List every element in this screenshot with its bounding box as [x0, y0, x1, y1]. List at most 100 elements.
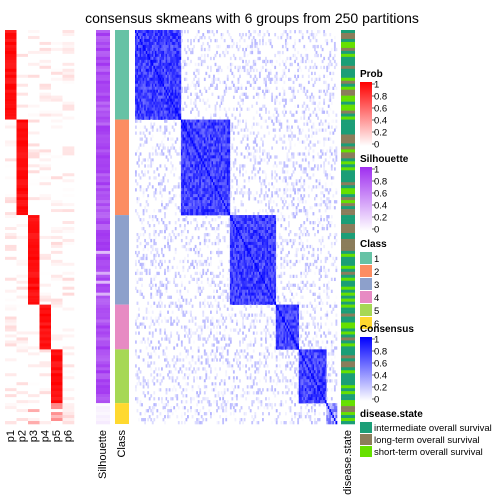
consensus-cell	[211, 149, 214, 153]
consensus-cell	[307, 68, 310, 73]
prob-cell	[39, 319, 52, 323]
prob-cell	[5, 30, 17, 34]
consensus-cell	[254, 30, 257, 34]
consensus-cell	[174, 71, 177, 76]
consensus-cell	[168, 191, 171, 195]
prob-cell	[28, 253, 40, 258]
silhouette-cell	[96, 280, 110, 285]
consensus-cell	[170, 62, 173, 67]
consensus-cell	[209, 137, 212, 141]
consensus-cell	[182, 95, 185, 99]
consensus-cell	[144, 170, 147, 174]
consensus-cell	[257, 122, 260, 126]
consensus-cell	[199, 194, 202, 198]
silhouette-cell	[96, 346, 110, 350]
consensus-heatmap	[135, 30, 338, 425]
prob-cell	[39, 101, 52, 105]
consensus-cell	[138, 77, 140, 82]
consensus-cell	[153, 56, 156, 61]
consensus-cell	[223, 92, 226, 96]
prob-heatmap	[5, 30, 75, 425]
consensus-cell	[185, 146, 188, 150]
consensus-cell	[142, 116, 145, 120]
consensus-cell	[292, 164, 295, 168]
consensus-cell	[326, 65, 329, 70]
consensus-cell	[226, 212, 229, 216]
consensus-cell	[281, 32, 284, 37]
consensus-cell	[162, 221, 165, 225]
consensus-cell	[139, 143, 142, 147]
prob-cell	[51, 119, 63, 123]
consensus-cell	[135, 86, 137, 90]
prob-cell	[5, 232, 17, 237]
consensus-cell	[206, 203, 209, 207]
silhouette-cell	[96, 137, 110, 141]
consensus-cell	[190, 161, 192, 165]
consensus-cell	[327, 137, 330, 141]
consensus-cell	[183, 161, 186, 165]
prob-cell	[16, 188, 29, 192]
consensus-cell	[225, 146, 228, 150]
prob-cell	[62, 259, 75, 264]
consensus-cell	[248, 152, 251, 156]
consensus-cell	[205, 155, 208, 159]
consensus-cell	[182, 176, 185, 180]
silhouette-cell	[96, 56, 110, 61]
consensus-cell	[294, 95, 296, 99]
prob-cell	[5, 206, 17, 210]
prob-cell	[16, 182, 29, 186]
consensus-cell	[202, 182, 205, 186]
consensus-cell	[141, 50, 143, 55]
consensus-cell	[251, 218, 254, 222]
consensus-cell	[141, 116, 143, 120]
prob-cell	[16, 191, 29, 195]
consensus-cell	[167, 71, 169, 76]
consensus-cell	[262, 238, 264, 243]
consensus-cell	[208, 119, 211, 123]
consensus-cell	[209, 140, 212, 144]
consensus-cell	[283, 203, 286, 207]
consensus-cell	[220, 119, 223, 123]
consensus-cell	[136, 238, 139, 243]
consensus-cell	[141, 38, 143, 43]
consensus-cell	[165, 98, 168, 102]
silhouette-cell	[96, 385, 110, 389]
silhouette-cell	[96, 161, 110, 165]
consensus-cell	[161, 53, 163, 58]
prob-cell	[28, 241, 40, 246]
consensus-cell	[277, 188, 280, 192]
consensus-cell	[199, 161, 202, 165]
prob-cell	[51, 65, 63, 70]
consensus-cell	[274, 98, 277, 102]
consensus-cell	[151, 71, 154, 76]
prob-cell	[16, 388, 29, 392]
consensus-cell	[159, 107, 162, 111]
consensus-cell	[288, 232, 290, 237]
consensus-cell	[191, 167, 194, 171]
silhouette-cell	[96, 119, 110, 123]
prob-cell	[62, 289, 75, 293]
consensus-cell	[228, 125, 231, 129]
consensus-cell	[242, 215, 244, 219]
consensus-cell	[194, 149, 197, 153]
consensus-cell	[272, 137, 275, 141]
consensus-cell	[323, 92, 326, 96]
consensus-cell	[243, 38, 246, 43]
consensus-cell	[234, 232, 237, 237]
consensus-cell	[209, 143, 212, 147]
consensus-cell	[257, 47, 260, 52]
consensus-cell	[286, 35, 289, 40]
consensus-cell	[309, 113, 312, 117]
consensus-cell	[142, 143, 145, 147]
consensus-cell	[277, 113, 280, 117]
consensus-cell	[280, 241, 283, 246]
consensus-cell	[274, 32, 277, 37]
consensus-cell	[321, 110, 324, 114]
prob-cell	[5, 218, 17, 222]
prob-cell	[16, 30, 29, 34]
prob-cell	[39, 301, 52, 305]
consensus-cell	[246, 218, 249, 222]
consensus-cell	[208, 194, 211, 198]
consensus-cell	[171, 197, 174, 201]
consensus-cell	[217, 167, 220, 171]
